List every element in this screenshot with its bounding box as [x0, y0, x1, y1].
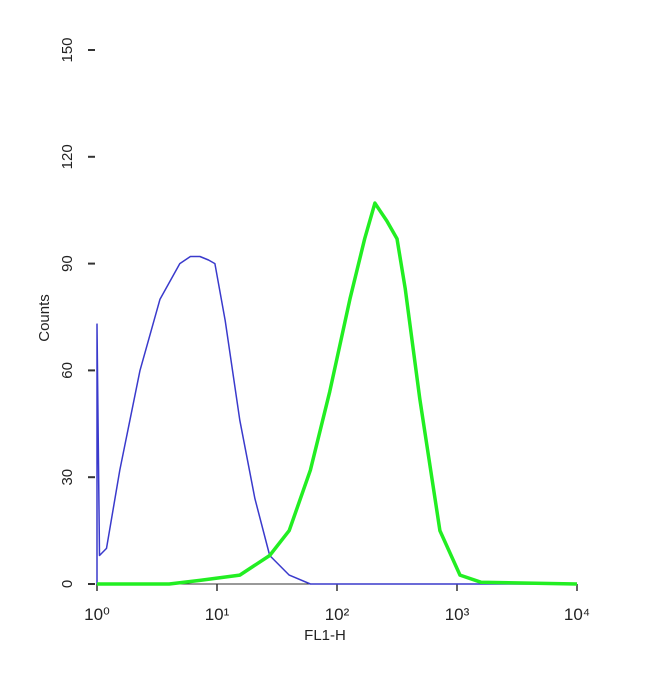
y-tick-label: 90 — [59, 255, 76, 272]
x-tick-label: 10³ — [445, 605, 470, 624]
x-tick-label: 10⁴ — [564, 605, 590, 624]
y-tick-label: 30 — [59, 469, 76, 486]
x-tick-label: 10² — [325, 605, 350, 624]
y-tick-label: 150 — [59, 37, 76, 62]
histogram-line — [96, 255, 577, 585]
x-tick-label: 10⁰ — [84, 605, 110, 624]
x-axis-label: FL1-H — [304, 627, 346, 644]
y-tick-label: 0 — [59, 580, 76, 588]
histogram-line — [97, 201, 578, 586]
y-tick-label: 120 — [59, 144, 76, 169]
y-axis-label: Counts — [36, 294, 53, 342]
x-tick-label: 10¹ — [205, 605, 230, 624]
y-tick-label: 60 — [59, 362, 76, 379]
